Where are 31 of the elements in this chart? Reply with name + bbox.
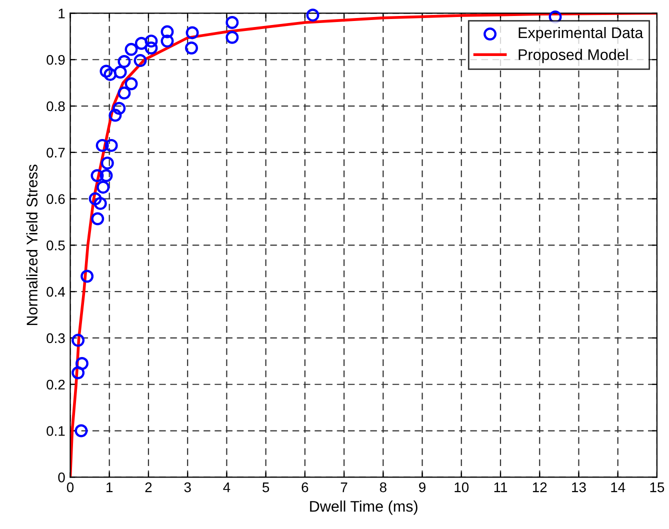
x-tick-label: 0 bbox=[66, 482, 74, 492]
x-tick-label: 10 bbox=[454, 482, 469, 492]
y-tick-label: 0.3 bbox=[46, 333, 65, 344]
x-tick-label: 1 bbox=[106, 482, 113, 492]
legend-label: Proposed Model bbox=[518, 48, 628, 64]
x-tick-label: 14 bbox=[611, 482, 626, 492]
x-tick-label: 5 bbox=[262, 482, 270, 492]
y-tick-label: 0.9 bbox=[46, 54, 65, 65]
y-tick-label: 1 bbox=[58, 8, 65, 18]
y-tick-label: 0 bbox=[58, 472, 65, 482]
x-tick-label: 3 bbox=[184, 482, 191, 492]
x-tick-label: 11 bbox=[494, 482, 508, 492]
y-tick-label: 0.8 bbox=[46, 101, 65, 112]
y-axis-title: Normalized Yield Stress bbox=[26, 164, 38, 326]
y-tick-label: 0.7 bbox=[46, 148, 65, 158]
x-tick-label: 9 bbox=[419, 482, 426, 492]
x-tick-label: 13 bbox=[572, 482, 586, 492]
x-tick-label: 8 bbox=[380, 482, 386, 492]
y-tick-label: 0.6 bbox=[46, 194, 65, 204]
x-tick-label: 15 bbox=[650, 482, 664, 492]
legend-label: Experimental Data bbox=[518, 26, 644, 42]
x-tick-label: 2 bbox=[145, 482, 152, 492]
x-tick-label: 7 bbox=[340, 482, 348, 492]
y-tick-label: 0.5 bbox=[46, 240, 65, 250]
x-tick-label: 12 bbox=[532, 482, 547, 492]
x-tick-label: 4 bbox=[223, 482, 230, 492]
y-tick-label: 0.2 bbox=[46, 380, 65, 390]
y-tick-label: 0.4 bbox=[46, 286, 65, 297]
y-tick-label: 0.1 bbox=[46, 426, 65, 436]
x-tick-label: 6 bbox=[302, 482, 308, 492]
x-axis-title: Dwell Time (ms) bbox=[310, 500, 418, 515]
